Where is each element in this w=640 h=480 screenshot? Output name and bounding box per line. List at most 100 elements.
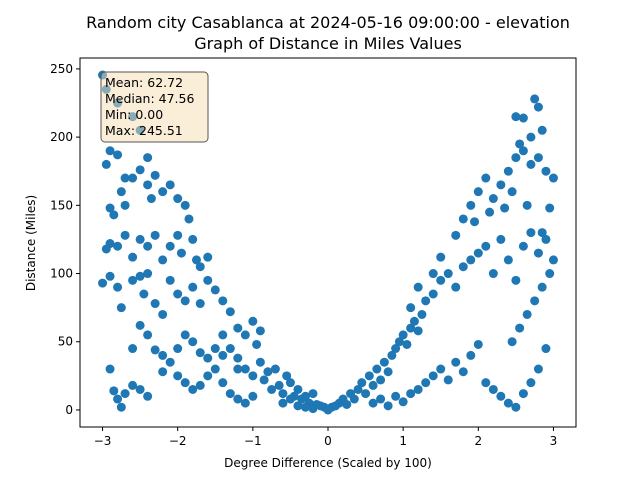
- data-point: [113, 241, 123, 251]
- data-point: [233, 323, 243, 333]
- data-point: [372, 364, 382, 374]
- data-point: [128, 275, 138, 285]
- y-axis-label: Distance (Miles): [24, 195, 38, 291]
- data-point: [188, 384, 198, 394]
- data-point: [470, 217, 480, 227]
- data-point: [503, 398, 513, 408]
- points-layer: [98, 70, 558, 415]
- data-point: [515, 323, 525, 333]
- y-tick-label: 200: [50, 130, 73, 144]
- data-point: [158, 350, 168, 360]
- data-point: [143, 391, 153, 401]
- data-point: [158, 255, 168, 265]
- data-point: [466, 200, 476, 210]
- data-point: [225, 307, 235, 317]
- data-point: [507, 337, 517, 347]
- data-point: [413, 282, 423, 292]
- data-point: [518, 389, 528, 399]
- data-point: [210, 344, 220, 354]
- data-point: [143, 269, 153, 279]
- data-point: [413, 326, 423, 336]
- data-point: [158, 187, 168, 197]
- y-tick-label: 0: [65, 403, 73, 417]
- data-point: [507, 187, 517, 197]
- data-point: [120, 230, 130, 240]
- data-point: [158, 367, 168, 377]
- data-point: [443, 269, 453, 279]
- data-point: [282, 371, 292, 381]
- data-point: [173, 344, 183, 354]
- data-point: [116, 402, 126, 412]
- data-point: [402, 339, 412, 349]
- data-point: [548, 173, 558, 183]
- stats-box-background: [100, 71, 209, 143]
- data-point: [361, 389, 371, 399]
- data-point: [173, 371, 183, 381]
- data-point: [116, 187, 126, 197]
- data-point: [406, 323, 416, 333]
- data-point: [417, 309, 427, 319]
- data-point: [173, 230, 183, 240]
- data-point: [116, 303, 126, 313]
- data-point: [267, 384, 277, 394]
- data-point: [255, 357, 265, 367]
- data-point: [135, 384, 145, 394]
- data-point: [165, 241, 175, 251]
- data-point: [368, 380, 378, 390]
- x-tick-label: 2: [474, 434, 482, 448]
- data-point: [496, 180, 506, 190]
- y-tick-label: 50: [58, 335, 73, 349]
- data-point: [379, 357, 389, 367]
- data-point: [548, 255, 558, 265]
- data-point: [240, 364, 250, 374]
- data-point: [180, 378, 190, 388]
- data-point: [541, 344, 551, 354]
- data-point: [530, 94, 540, 104]
- data-point: [421, 296, 431, 306]
- data-point: [293, 384, 303, 394]
- data-point: [398, 330, 408, 340]
- data-point: [233, 394, 243, 404]
- data-point: [458, 367, 468, 377]
- data-point: [518, 113, 528, 123]
- data-point: [135, 320, 145, 330]
- data-point: [240, 330, 250, 340]
- data-point: [176, 248, 186, 258]
- data-point: [451, 282, 461, 292]
- data-point: [150, 299, 160, 309]
- data-point: [173, 194, 183, 204]
- data-point: [496, 391, 506, 401]
- data-point: [526, 132, 536, 142]
- stats-median: Median: 47.56: [105, 91, 194, 106]
- stats-max: Max: 245.51: [105, 123, 183, 138]
- data-point: [515, 139, 525, 149]
- data-point: [518, 241, 528, 251]
- data-point: [195, 262, 205, 272]
- data-point: [409, 316, 419, 326]
- data-point: [436, 364, 446, 374]
- data-point: [466, 255, 476, 265]
- data-point: [143, 180, 153, 190]
- data-point: [270, 364, 280, 374]
- data-point: [406, 303, 416, 313]
- data-point: [203, 275, 213, 285]
- data-point: [210, 364, 220, 374]
- data-point: [180, 330, 190, 340]
- x-axis-label: Degree Difference (Scaled by 100): [224, 456, 432, 470]
- data-point: [135, 234, 145, 244]
- chart-subtitle: Graph of Distance in Miles Values: [194, 34, 462, 53]
- data-point: [105, 239, 115, 249]
- data-point: [109, 386, 119, 396]
- data-point: [481, 241, 491, 251]
- data-point: [473, 248, 483, 258]
- data-point: [188, 234, 198, 244]
- data-point: [252, 339, 262, 349]
- data-point: [248, 371, 258, 381]
- data-point: [357, 378, 367, 388]
- data-point: [143, 241, 153, 251]
- data-point: [545, 203, 555, 213]
- data-point: [248, 391, 258, 401]
- data-point: [526, 159, 536, 169]
- data-point: [353, 384, 363, 394]
- data-point: [526, 228, 536, 238]
